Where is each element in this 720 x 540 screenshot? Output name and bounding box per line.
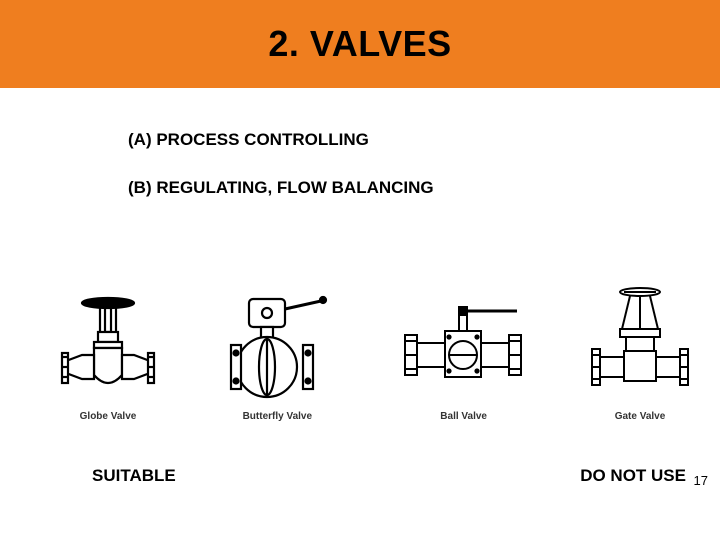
bullet-list: (A) PROCESS CONTROLLING (B) REGULATING, … <box>128 130 434 226</box>
ball-valve-icon <box>399 305 529 405</box>
footer-suitable-label: SUITABLE <box>92 466 176 486</box>
ball-valve-figure: Ball Valve <box>399 305 529 422</box>
ball-valve-caption: Ball Valve <box>440 411 487 422</box>
butterfly-valve-figure: Butterfly Valve <box>217 295 337 422</box>
page-number: 17 <box>694 473 708 488</box>
butterfly-valve-caption: Butterfly Valve <box>243 411 312 422</box>
globe-valve-icon <box>60 295 156 405</box>
valve-figures-row: Globe Valve <box>60 282 690 422</box>
slide-title: 2. VALVES <box>268 23 451 65</box>
butterfly-valve-icon <box>217 295 337 405</box>
bullet-a: (A) PROCESS CONTROLLING <box>128 130 434 150</box>
globe-valve-figure: Globe Valve <box>60 295 156 422</box>
globe-valve-caption: Globe Valve <box>80 411 137 422</box>
gate-valve-figure: Gate Valve <box>590 285 690 422</box>
footer-donotuse-label: DO NOT USE <box>580 466 686 486</box>
gate-valve-icon <box>590 285 690 405</box>
gate-valve-caption: Gate Valve <box>615 411 666 422</box>
title-bar: 2. VALVES <box>0 0 720 88</box>
bullet-b: (B) REGULATING, FLOW BALANCING <box>128 178 434 198</box>
